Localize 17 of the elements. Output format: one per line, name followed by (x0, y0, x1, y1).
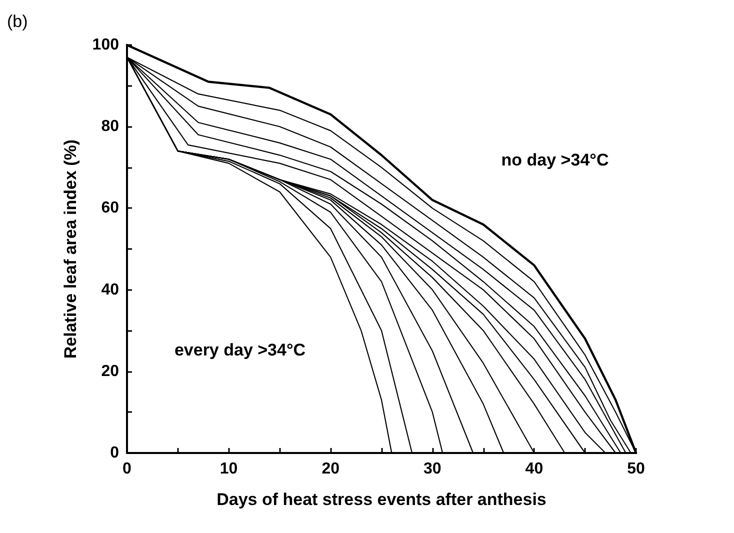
x-tick-label: 10 (220, 460, 238, 478)
annotation: no day >34°C (501, 150, 609, 170)
x-tick-label: 20 (322, 460, 340, 478)
y-tick-label: 0 (110, 444, 120, 462)
y-tick-label: 20 (101, 362, 120, 380)
x-axis-title: Days of heat stress events after anthesis (216, 490, 546, 509)
x-tick-label: 0 (122, 460, 132, 478)
annotation: every day >34°C (174, 340, 306, 360)
chart-title: (b) (7, 12, 28, 31)
x-tick-label: 30 (424, 460, 442, 478)
y-tick-label: 80 (101, 118, 120, 136)
y-tick-label: 100 (92, 36, 120, 54)
x-tick-label: 40 (525, 460, 544, 478)
y-tick-label: 40 (101, 281, 120, 298)
y-axis-title: Relative leaf area index (%) (61, 139, 80, 359)
y-tick-label: 60 (101, 200, 120, 217)
x-tick-label: 50 (627, 460, 645, 478)
